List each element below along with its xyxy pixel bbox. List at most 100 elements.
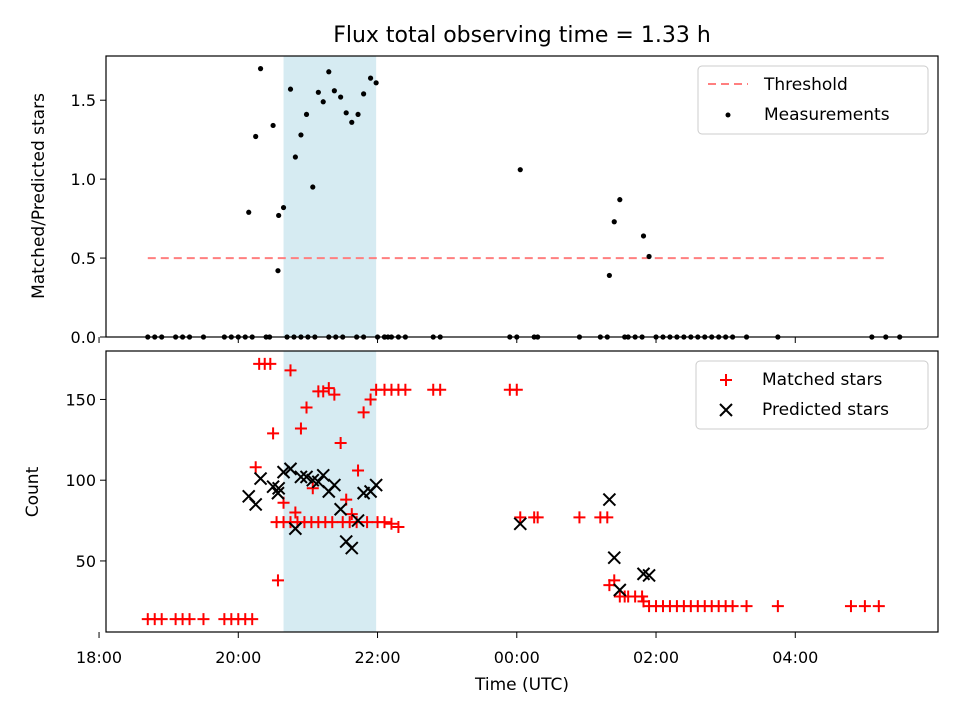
ratio-span-highlight [283,56,377,337]
ratio-y-axis-label: Matched/Predicted stars [29,93,49,299]
measurement-point [367,75,374,81]
y-tick-label: 50 [76,552,96,571]
matched-star-point [385,517,398,530]
matched-star-point [306,482,319,495]
legend-matched-label: Matched stars [762,370,882,390]
count-legend: Matched stars Predicted stars [695,360,929,430]
x-tick-label: 00:00 [494,648,540,667]
measurement-point [303,111,310,118]
predicted-star-point [276,465,291,479]
matched-star-point [357,406,370,419]
measurement-point [611,219,617,225]
predicted-star-point [299,470,314,484]
matched-star-point [361,516,374,529]
predicted-star-point [288,521,303,536]
matched-stars-series [141,357,885,626]
y-tick-label: 0.5 [71,249,96,268]
measurement-point [292,154,298,160]
matched-star-point [334,437,347,450]
predicted-star-point [513,517,527,531]
chart-title: Flux total observing time = 1.33 h [333,23,711,48]
y-tick-label: 1.0 [71,170,96,189]
predicted-stars-series [242,462,656,597]
x-tick-label: 04:00 [772,648,818,667]
measurement-point [355,111,361,118]
measurement-point [320,99,326,105]
predicted-star-point [642,568,656,583]
matched-star-point [872,600,885,613]
y-tick-label: 150 [65,390,96,409]
predicted-star-point [602,492,617,507]
x-tick-label: 18:00 [76,648,122,667]
ratio-legend: Threshold Measurements [697,65,929,135]
measurement-point [246,209,252,215]
predicted-star-point [369,478,383,492]
matched-star-point [399,383,412,396]
matched-star-point [284,364,297,377]
matched-star-point [352,464,365,477]
matched-star-point [345,508,358,521]
measurement-point [361,91,367,97]
predicted-star-point [248,497,263,512]
y-tick-label: 0.0 [71,328,96,347]
matched-star-point [392,521,405,534]
measurement-point [331,88,337,94]
measurement-point [253,133,259,140]
measurement-point [338,94,344,100]
legend-measurements-swatch [725,112,731,118]
legend-measurements-label: Measurements [764,105,890,125]
measurement-point [270,122,276,129]
matched-star-point [844,600,857,613]
ratio-axes-frame [105,55,939,338]
matched-star-point [289,506,302,519]
measurement-point [343,110,349,116]
predicted-star-point [327,478,342,492]
matched-star-point [858,600,871,613]
matched-star-point [271,574,284,587]
matched-star-point [246,613,259,626]
predicted-star-point [613,583,627,597]
x-tick-label: 02:00 [633,648,679,667]
legend-matched-swatch [720,374,732,386]
count-axes-frame [105,350,939,633]
matched-star-point [740,600,753,613]
x-tick-label: 22:00 [354,648,400,667]
predicted-star-point [351,513,365,528]
matched-star-point [601,511,614,524]
x-tick-label: 20:00 [215,648,261,667]
matched-star-point [326,516,339,529]
ratio-legend-box [697,65,929,135]
count-y-axis-label: Count [23,466,43,517]
matched-star-point [264,357,277,370]
matched-star-point [378,516,391,529]
measurement-point [349,119,355,125]
measurement-point [276,212,282,219]
matched-star-point [197,613,210,626]
predicted-star-point [345,541,359,555]
ratio-x-ticks [98,337,796,343]
matched-star-point [267,427,280,440]
predicted-star-point [607,551,621,565]
measurement-point [517,167,523,173]
predicted-star-point [316,468,330,483]
measurement-point [606,272,612,279]
matched-star-point [155,613,168,626]
matched-star-point [328,388,341,401]
measurement-point [287,86,294,92]
matched-star-point [531,511,544,524]
predicted-star-point [333,502,348,516]
measurement-point [373,80,379,86]
legend-predicted-label: Predicted stars [762,400,889,420]
y-tick-label: 100 [65,471,96,490]
matched-star-point [364,393,377,406]
x-axis-label: Time (UTC) [474,675,569,695]
predicted-star-point [271,486,285,500]
count-legend-box [695,360,929,430]
measurement-point [280,204,287,211]
ratio-y-ticks: 0.0 0.5 1.0 1.5 [71,91,106,347]
measurement-point [298,132,304,138]
measurement-point [640,233,647,239]
measurement-point [275,268,281,274]
measurement-point [310,184,316,190]
